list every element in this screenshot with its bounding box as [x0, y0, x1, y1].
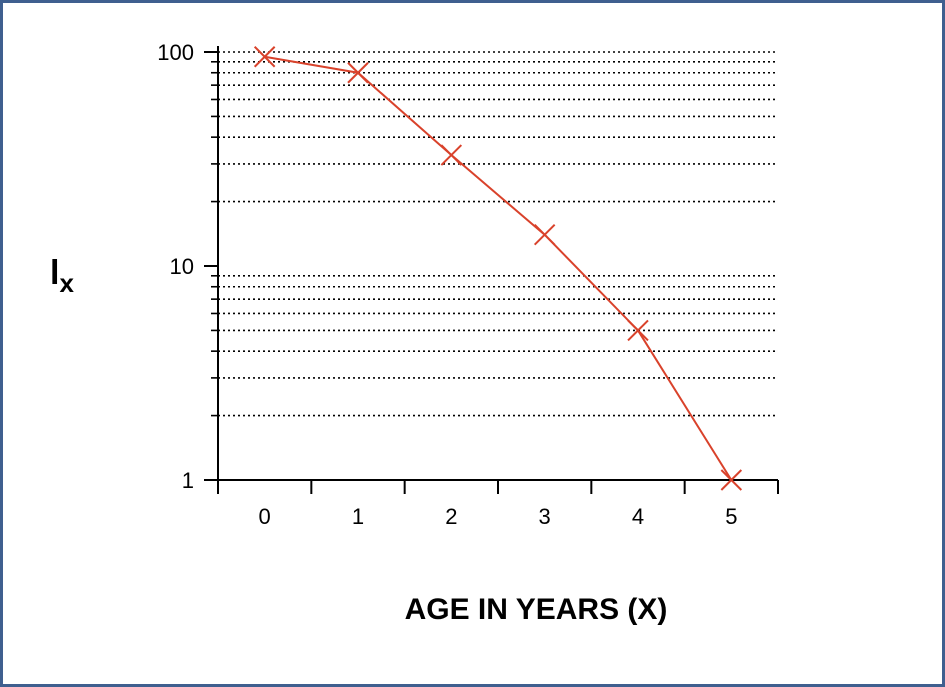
data-point-4 — [627, 319, 649, 342]
x-tick-label-5: 5 — [725, 504, 737, 529]
data-point-marker-b — [533, 224, 556, 246]
x-tick-label-3: 3 — [539, 504, 551, 529]
data-point-3 — [533, 224, 556, 246]
x-tick-label-1: 1 — [352, 504, 364, 529]
x-tick-label-2: 2 — [445, 504, 457, 529]
tick-labels: 1 10 100 0 1 2 3 4 5 — [157, 40, 737, 529]
data-point-marker-b — [720, 469, 743, 491]
x-tick-label-4: 4 — [632, 504, 644, 529]
series-lx — [253, 46, 743, 491]
data-point-marker-b — [440, 144, 463, 166]
y-axis-label: lx — [50, 254, 74, 298]
data-point-2 — [440, 144, 463, 166]
data-point-5 — [720, 469, 743, 491]
y-axis-label-subscript: x — [59, 268, 74, 298]
x-axis-label: AGE IN YEARS (X) — [405, 593, 668, 626]
data-point-marker-b — [627, 319, 649, 342]
series-line — [264, 55, 733, 481]
x-tick-label-0: 0 — [259, 504, 271, 529]
y-tick-label-100: 100 — [157, 40, 194, 65]
y-tick-label-1: 1 — [182, 468, 194, 493]
data-point-marker-b — [347, 62, 369, 84]
data-point-0 — [253, 46, 276, 68]
y-tick-label-10: 10 — [170, 254, 194, 279]
axes — [204, 46, 779, 494]
gridlines — [218, 51, 778, 417]
data-point-marker-b — [253, 46, 276, 68]
data-point-1 — [347, 62, 369, 84]
y-axis-label-main: l — [50, 254, 59, 292]
